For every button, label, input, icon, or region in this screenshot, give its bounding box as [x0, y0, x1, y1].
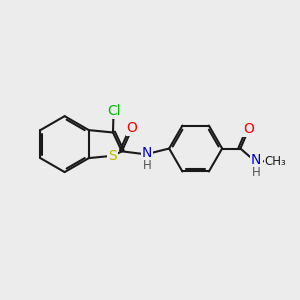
Text: N: N — [142, 146, 152, 160]
Text: H: H — [252, 166, 261, 178]
Text: O: O — [127, 122, 138, 135]
Text: H: H — [142, 159, 151, 172]
Text: N: N — [251, 153, 262, 167]
Text: CH₃: CH₃ — [265, 155, 286, 168]
Text: O: O — [243, 122, 254, 136]
Text: S: S — [109, 149, 117, 163]
Text: Cl: Cl — [107, 104, 120, 118]
